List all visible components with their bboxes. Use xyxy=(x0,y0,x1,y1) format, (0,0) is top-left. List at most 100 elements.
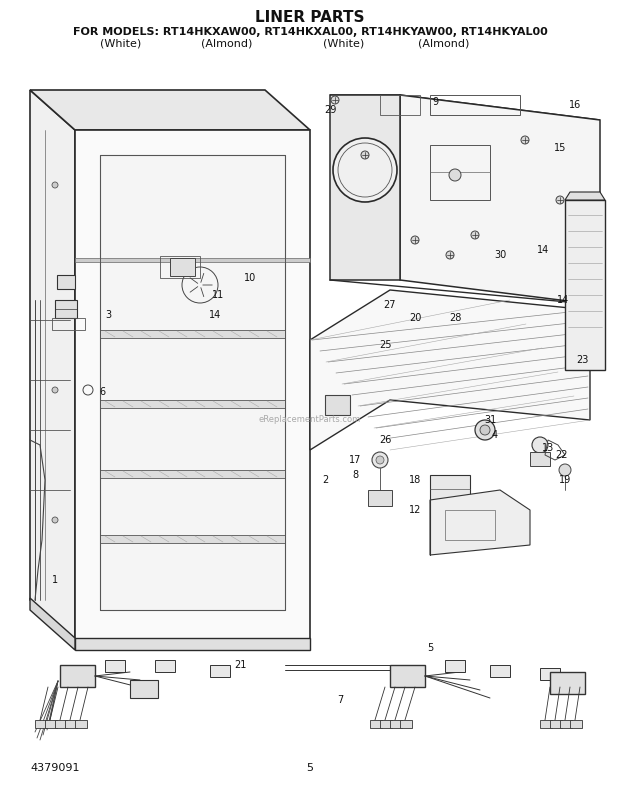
Bar xyxy=(445,510,495,540)
Circle shape xyxy=(556,196,564,204)
Bar xyxy=(65,720,77,728)
Text: 2: 2 xyxy=(322,475,328,485)
Text: 26: 26 xyxy=(379,435,391,445)
Circle shape xyxy=(52,517,58,523)
Polygon shape xyxy=(400,95,600,305)
Text: 6: 6 xyxy=(99,387,105,397)
Bar xyxy=(380,720,392,728)
Text: 13: 13 xyxy=(542,443,554,453)
Bar xyxy=(55,300,77,318)
Bar xyxy=(445,660,465,672)
Bar xyxy=(35,720,47,728)
Text: 19: 19 xyxy=(559,475,571,485)
Bar xyxy=(550,672,585,694)
Circle shape xyxy=(449,169,461,181)
Text: 14: 14 xyxy=(537,245,549,255)
Bar xyxy=(530,452,550,466)
Text: 18: 18 xyxy=(409,475,421,485)
Bar xyxy=(370,720,382,728)
Polygon shape xyxy=(100,155,285,610)
Circle shape xyxy=(376,456,384,464)
Bar xyxy=(45,720,57,728)
Circle shape xyxy=(52,182,58,188)
Polygon shape xyxy=(75,638,310,650)
Circle shape xyxy=(331,96,339,104)
Text: 11: 11 xyxy=(212,290,224,300)
Text: 5: 5 xyxy=(427,643,433,653)
Circle shape xyxy=(475,420,495,440)
Text: (Almond): (Almond) xyxy=(418,39,469,49)
Text: (Almond): (Almond) xyxy=(201,39,252,49)
Circle shape xyxy=(446,251,454,259)
Text: 21: 21 xyxy=(234,660,246,670)
Polygon shape xyxy=(30,90,75,640)
Polygon shape xyxy=(75,130,310,640)
Circle shape xyxy=(559,464,571,476)
Circle shape xyxy=(480,425,490,435)
Text: 7: 7 xyxy=(337,695,343,705)
Bar xyxy=(570,720,582,728)
Circle shape xyxy=(372,452,388,468)
Polygon shape xyxy=(100,535,285,543)
Text: 28: 28 xyxy=(449,313,461,323)
Text: 15: 15 xyxy=(554,143,566,153)
Text: (White): (White) xyxy=(324,39,365,49)
Text: 17: 17 xyxy=(349,455,361,465)
Bar xyxy=(400,720,412,728)
Polygon shape xyxy=(30,90,310,130)
Bar xyxy=(390,665,425,687)
Polygon shape xyxy=(100,470,285,478)
Bar xyxy=(550,720,562,728)
Text: 4: 4 xyxy=(492,430,498,440)
Text: (White): (White) xyxy=(100,39,141,49)
Polygon shape xyxy=(330,95,600,120)
Circle shape xyxy=(532,437,548,453)
Text: LINER PARTS: LINER PARTS xyxy=(255,10,365,25)
Circle shape xyxy=(471,231,479,239)
Text: 12: 12 xyxy=(409,505,421,515)
Polygon shape xyxy=(330,95,400,280)
Bar xyxy=(210,665,230,677)
Bar xyxy=(430,475,470,503)
Text: 30: 30 xyxy=(494,250,506,260)
Text: 25: 25 xyxy=(379,340,391,350)
Text: eReplacementParts.com: eReplacementParts.com xyxy=(259,416,361,424)
Bar xyxy=(490,665,510,677)
Text: 5: 5 xyxy=(306,763,314,773)
Bar xyxy=(170,258,195,276)
Polygon shape xyxy=(565,192,605,200)
Bar xyxy=(368,490,392,506)
Polygon shape xyxy=(100,400,285,408)
Circle shape xyxy=(52,387,58,393)
Text: 1: 1 xyxy=(52,575,58,585)
Polygon shape xyxy=(75,258,310,262)
Text: 29: 29 xyxy=(324,105,336,115)
Bar xyxy=(57,275,75,289)
Bar xyxy=(105,660,125,672)
Text: 3: 3 xyxy=(105,310,111,320)
Text: 4379091: 4379091 xyxy=(30,763,79,773)
Text: 22: 22 xyxy=(556,450,569,460)
Circle shape xyxy=(411,236,419,244)
Circle shape xyxy=(521,136,529,144)
Bar xyxy=(155,660,175,672)
Polygon shape xyxy=(310,290,590,450)
Circle shape xyxy=(361,151,369,159)
Bar xyxy=(390,720,402,728)
Text: 23: 23 xyxy=(576,355,588,365)
Text: 8: 8 xyxy=(352,470,358,480)
Circle shape xyxy=(333,138,397,202)
Bar xyxy=(60,665,95,687)
Bar xyxy=(325,395,350,415)
Bar xyxy=(130,680,158,698)
Bar xyxy=(540,720,552,728)
Text: FOR MODELS: RT14HKXAW00, RT14HKXAL00, RT14HKYAW00, RT14HKYAL00: FOR MODELS: RT14HKXAW00, RT14HKXAL00, RT… xyxy=(73,27,547,37)
Text: 10: 10 xyxy=(244,273,256,283)
Bar xyxy=(55,720,67,728)
Text: 16: 16 xyxy=(569,100,581,110)
Bar xyxy=(540,668,560,680)
Bar xyxy=(75,720,87,728)
Polygon shape xyxy=(565,200,605,370)
Text: 14: 14 xyxy=(557,295,569,305)
Text: 14: 14 xyxy=(209,310,221,320)
